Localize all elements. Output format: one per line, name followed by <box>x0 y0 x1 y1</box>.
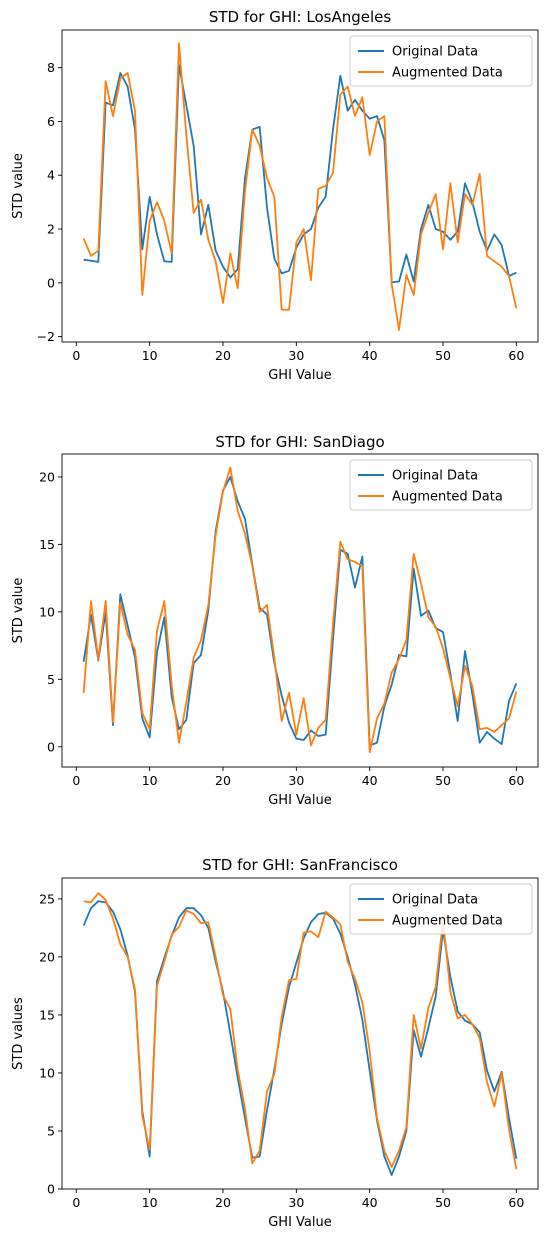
x-tick-label: 10 <box>142 1195 158 1210</box>
legend-label: Augmented Data <box>392 914 503 929</box>
x-tick-label: 30 <box>288 1195 304 1210</box>
x-axis-label: GHI Value <box>268 368 332 383</box>
x-axis-label: GHI Value <box>268 1215 332 1230</box>
y-tick-label: 8 <box>47 60 55 75</box>
y-tick-label: 5 <box>47 672 55 687</box>
x-axis-label: GHI Value <box>268 793 332 808</box>
x-tick-label: 10 <box>142 773 158 788</box>
y-tick-label: 2 <box>47 222 55 237</box>
legend: Original Data Augmented Data <box>349 459 533 511</box>
legend-box <box>349 35 533 87</box>
x-tick-label: 20 <box>215 1195 231 1210</box>
legend: Original Data Augmented Data <box>349 883 533 935</box>
legend-label: Original Data <box>392 893 478 908</box>
x-tick-label: 60 <box>508 1195 524 1210</box>
y-tick-label: 6 <box>47 114 55 129</box>
legend-box <box>349 883 533 935</box>
y-tick-label: 15 <box>39 537 55 552</box>
x-tick-label: 40 <box>362 1195 378 1210</box>
y-axis-label: STD value <box>11 578 26 644</box>
chart-title: STD for GHI: LosAngeles <box>209 8 392 26</box>
chart-title: STD for GHI: SanFrancisco <box>202 856 398 874</box>
legend: Original Data Augmented Data <box>349 35 533 87</box>
y-tick-label: 0 <box>47 1182 55 1197</box>
series-line-original <box>82 476 518 747</box>
y-tick-label: 5 <box>47 1123 55 1138</box>
x-tick-label: 60 <box>508 348 524 363</box>
legend-label: Original Data <box>392 469 478 484</box>
series-line-augmented <box>83 892 518 1170</box>
y-tick-label: 10 <box>39 604 55 619</box>
y-axis-label: STD values <box>11 997 26 1070</box>
y-tick-label: 15 <box>39 1007 55 1022</box>
series-line-original <box>82 900 518 1176</box>
x-tick-label: 20 <box>215 773 231 788</box>
x-tick-label: 50 <box>435 348 451 363</box>
series-line-original <box>83 64 517 284</box>
y-axis-label: STD value <box>11 153 26 219</box>
x-tick-label: 10 <box>142 348 158 363</box>
y-tick-label: 20 <box>39 469 55 484</box>
series-line-augmented <box>82 42 518 331</box>
x-tick-label: 40 <box>362 348 378 363</box>
legend-label: Augmented Data <box>392 490 503 505</box>
legend-box <box>349 459 533 511</box>
y-tick-label: 10 <box>39 1065 55 1080</box>
y-tick-label: 4 <box>47 168 55 183</box>
chart-1: STD for GHI: LosAngeles 0 10 20 30 40 50 60 −2 0 2… <box>11 8 539 383</box>
x-tick-label: 20 <box>215 348 231 363</box>
x-tick-label: 0 <box>72 773 80 788</box>
chart-title: STD for GHI: SanDiago <box>215 433 384 451</box>
y-tick-label: 25 <box>39 891 55 906</box>
y-tick-label: 0 <box>47 739 55 754</box>
x-tick-label: 40 <box>362 773 378 788</box>
x-tick-label: 50 <box>435 1195 451 1210</box>
chart-3: STD for GHI: SanFrancisco 0 10 20 30 40 50 60 0 5… <box>11 856 539 1230</box>
y-tick-label: 0 <box>47 275 55 290</box>
x-tick-label: 0 <box>72 348 80 363</box>
y-tick-label: 20 <box>39 949 55 964</box>
x-tick-label: 50 <box>435 773 451 788</box>
x-tick-label: 60 <box>508 773 524 788</box>
plot-frame <box>61 877 539 1190</box>
x-tick-label: 30 <box>288 348 304 363</box>
legend-label: Augmented Data <box>392 66 503 81</box>
x-tick-label: 30 <box>288 773 304 788</box>
legend-label: Original Data <box>392 45 478 60</box>
x-tick-label: 0 <box>72 1195 80 1210</box>
series-line-augmented <box>82 466 518 754</box>
plot-frame <box>61 29 539 343</box>
plot-frame <box>61 453 539 768</box>
y-tick-label: −2 <box>37 329 55 344</box>
chart-2: STD for GHI: SanDiago 0 10 20 30 40 50 60 0 5 10 15… <box>11 433 539 808</box>
